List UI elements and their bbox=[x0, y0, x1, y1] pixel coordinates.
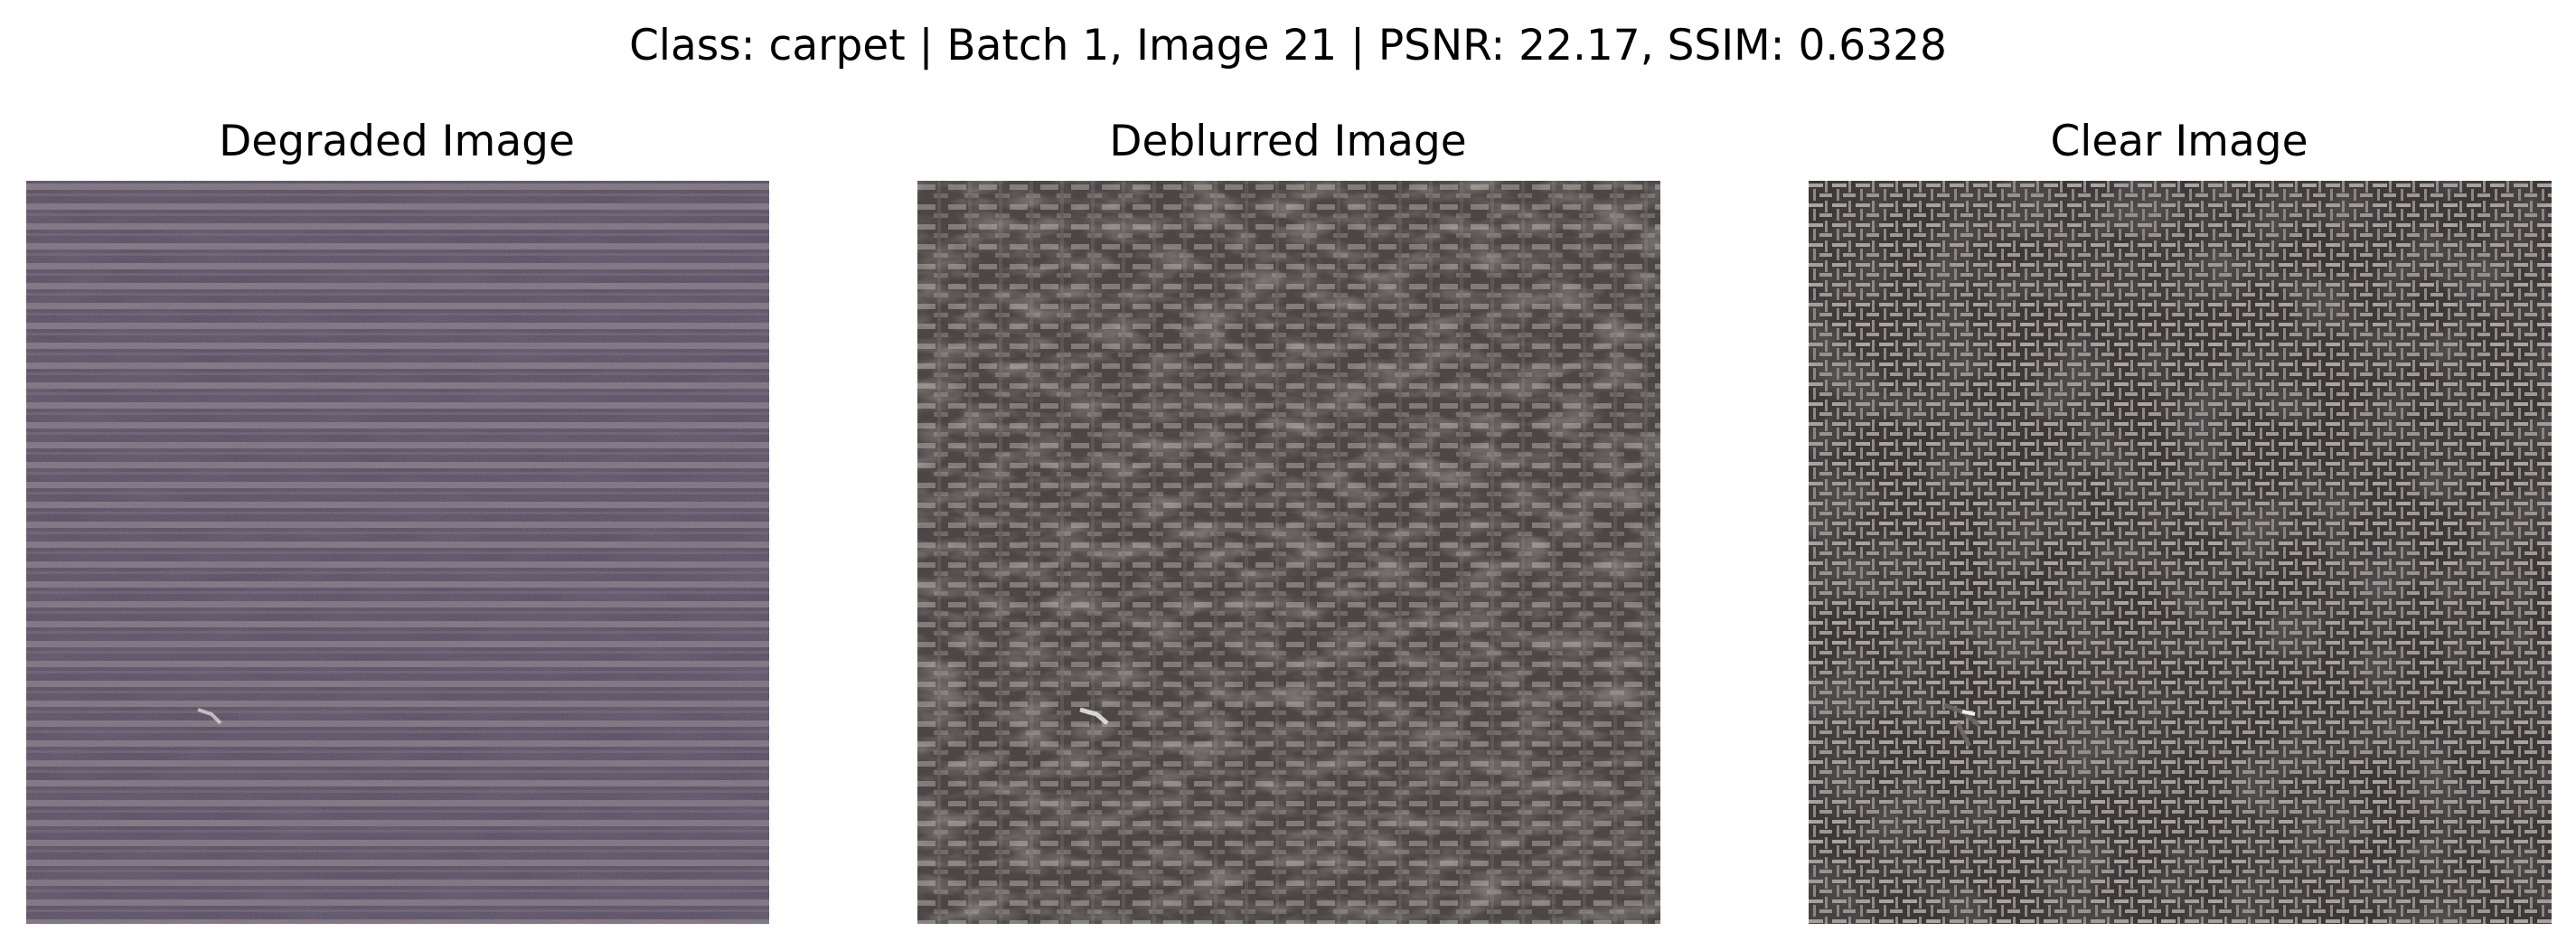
deblurred-image bbox=[917, 181, 1660, 924]
panel-title-deblurred: Deblurred Image bbox=[1109, 117, 1467, 166]
degraded-image bbox=[26, 181, 769, 924]
panel-title-clear: Clear Image bbox=[2050, 117, 2308, 166]
clear-image bbox=[1809, 181, 2552, 924]
panel-title-degraded: Degraded Image bbox=[219, 117, 575, 166]
figure-title: Class: carpet | Batch 1, Image 21 | PSNR… bbox=[629, 21, 1947, 71]
